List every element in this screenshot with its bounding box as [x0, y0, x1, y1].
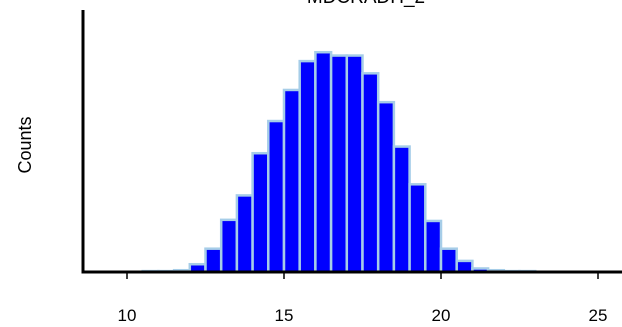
histogram-bar [345, 54, 364, 274]
histogram-bar [314, 50, 333, 274]
y-axis-label: Counts [15, 116, 35, 173]
histogram-bar [282, 88, 301, 274]
histogram-bar [439, 247, 458, 274]
histogram-bar [204, 247, 223, 274]
histogram-bar [329, 54, 349, 274]
histogram-bar [408, 183, 427, 274]
histogram-bar [455, 259, 474, 274]
bars-group [141, 50, 537, 274]
histogram-bar [235, 194, 254, 274]
histogram-bar [392, 145, 411, 274]
histogram-bar [424, 219, 443, 274]
x-tick-label: 25 [589, 306, 608, 325]
x-tick-label: 15 [275, 306, 294, 325]
x-ticks-group: 10 15 20 25 [118, 272, 608, 325]
chart-title: MDCRADH_2 [307, 0, 425, 8]
histogram-bar [298, 59, 317, 274]
x-tick-label: 20 [432, 306, 451, 325]
histogram-bar [376, 100, 396, 274]
histogram-bar [251, 151, 270, 274]
x-tick-label: 10 [118, 306, 137, 325]
histogram-bar [267, 119, 286, 274]
histogram-bar [219, 218, 239, 274]
histogram-bar [361, 72, 380, 274]
